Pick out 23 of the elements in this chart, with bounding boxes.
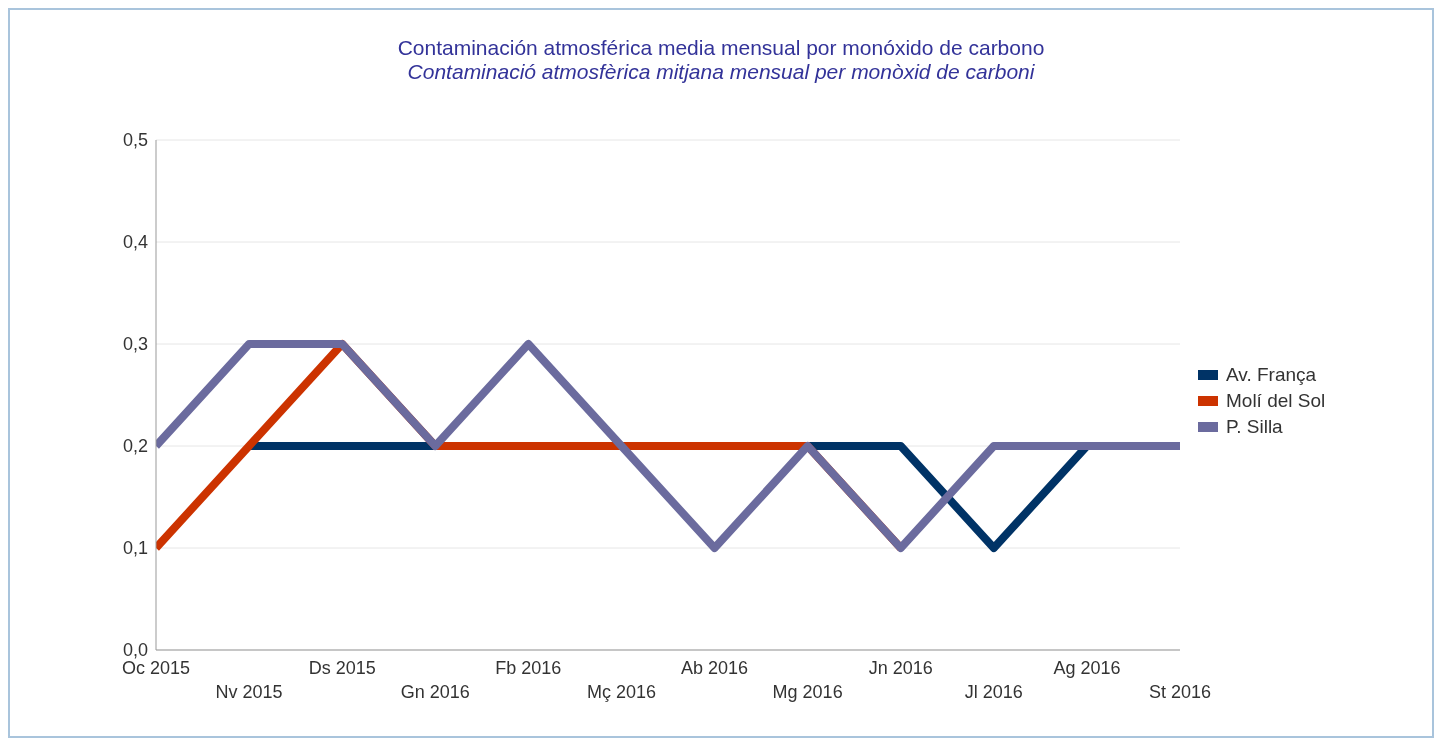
chart-title: Contaminación atmosférica media mensual por monóxido de carbono: [396, 36, 1046, 60]
y-tick-label: 0,5: [122, 130, 148, 151]
legend-label: Molí del Sol: [1225, 389, 1326, 413]
y-tick-label: 0,2: [122, 436, 148, 457]
x-tick-label: Mg 2016: [772, 682, 843, 702]
y-tick-label: 0,1: [122, 538, 148, 559]
chart-subtitle: Contaminació atmosfèrica mitjana mensual per monòxid de carboni: [406, 60, 1036, 84]
x-tick-label: Oc 2015: [121, 658, 191, 678]
y-tick-label: 0,4: [122, 232, 148, 253]
x-tick-label: Fb 2016: [495, 658, 562, 678]
x-tick-label: Jl 2016: [964, 682, 1023, 702]
x-tick-label: Mç 2016: [586, 682, 656, 702]
x-tick-label: Nv 2015: [215, 682, 283, 702]
x-tick-label: Gn 2016: [400, 682, 470, 702]
legend-label: P. Silla: [1225, 415, 1284, 439]
y-tick-label: 0,0: [122, 640, 148, 661]
x-tick-label: Ds 2015: [308, 658, 376, 678]
x-tick-label: Jn 2016: [868, 658, 933, 678]
y-tick-label: 0,3: [122, 334, 148, 355]
x-tick-label: Ag 2016: [1053, 658, 1121, 678]
legend-label: Av. França: [1225, 363, 1318, 387]
x-tick-label: St 2016: [1148, 682, 1212, 702]
x-tick-label: Ab 2016: [681, 658, 749, 678]
